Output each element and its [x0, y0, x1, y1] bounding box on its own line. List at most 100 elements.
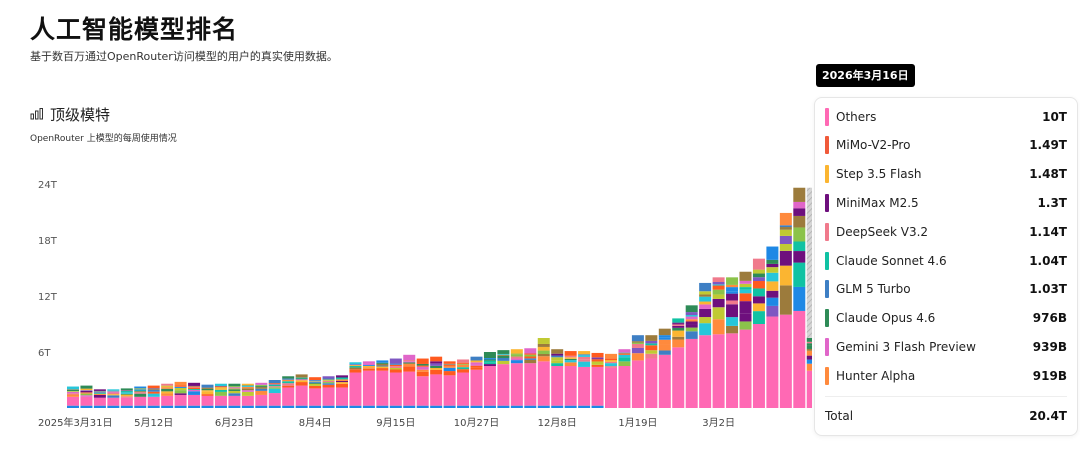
bar-stack[interactable] [80, 385, 93, 408]
bar-segment [699, 282, 712, 292]
bar-stack[interactable] [241, 383, 254, 408]
bar-segment-others [739, 329, 752, 408]
bar-stack[interactable] [685, 305, 698, 408]
bar-stack[interactable] [309, 377, 322, 408]
bar-segment [443, 405, 456, 408]
bar-stack[interactable] [255, 382, 268, 408]
bar-stack[interactable] [766, 246, 779, 408]
bar-stack[interactable] [739, 271, 752, 408]
bar-stack[interactable] [295, 374, 308, 408]
bar-stack[interactable] [336, 375, 348, 408]
bar-stack[interactable] [376, 360, 389, 408]
bar-segment [134, 392, 147, 394]
bar-stack[interactable] [457, 359, 470, 408]
bar-segment [80, 392, 93, 394]
bar-segment [107, 392, 120, 395]
bar-stack[interactable] [699, 282, 712, 408]
bar-stack[interactable] [631, 335, 644, 408]
bar-stack[interactable] [726, 277, 739, 408]
bar-stack[interactable] [161, 383, 174, 408]
tooltip-total-label: Total [825, 409, 854, 423]
bar-stack[interactable] [591, 352, 604, 408]
tooltip-date-badge: 2026年3月16日 [816, 64, 915, 87]
bar-segment-others [618, 366, 631, 408]
bar-segment-others [712, 334, 725, 408]
bar-segment [497, 350, 510, 354]
bar-segment-others [147, 396, 160, 406]
bar-segment [685, 312, 698, 316]
bar-stack[interactable] [712, 277, 725, 408]
bar-segment [309, 381, 322, 383]
bar-segment [67, 391, 79, 392]
bar-segment [779, 227, 792, 230]
bar-segment [80, 405, 93, 408]
bar-segment [631, 341, 644, 343]
bar-segment-others [551, 366, 564, 406]
tooltip-total-value: 20.4T [1029, 409, 1067, 423]
bar-stack[interactable] [510, 349, 523, 408]
bar-segment [551, 353, 564, 356]
bar-stack[interactable] [524, 348, 537, 408]
bar-stack[interactable] [806, 187, 812, 408]
bar-stack[interactable] [389, 358, 402, 408]
bar-stack[interactable] [483, 352, 496, 408]
bar-stack[interactable] [268, 380, 281, 408]
bar-stack[interactable] [201, 384, 214, 408]
bar-stack[interactable] [120, 388, 133, 408]
bar-stack[interactable] [537, 338, 550, 408]
bar-stack[interactable] [174, 381, 187, 408]
bar-segment [470, 364, 483, 366]
bar-stack[interactable] [188, 382, 201, 408]
bar-segment-others [699, 335, 712, 408]
bar-stack[interactable] [605, 353, 617, 408]
bar-stack[interactable] [107, 389, 120, 408]
bar-segment [739, 271, 752, 281]
bar-stack[interactable] [793, 187, 806, 408]
bar-stack[interactable] [228, 383, 241, 408]
bar-stack[interactable] [67, 386, 79, 408]
bar-stack[interactable] [497, 350, 510, 408]
bar-segment [470, 367, 483, 370]
bar-segment-others [510, 363, 523, 406]
bar-stack[interactable] [779, 212, 792, 408]
bar-stack[interactable] [214, 383, 227, 408]
bar-segment [752, 273, 765, 278]
bar-stack[interactable] [578, 351, 591, 408]
bar-segment [699, 291, 712, 295]
bar-segment [631, 342, 644, 344]
bar-stack[interactable] [645, 335, 658, 408]
bar-stack[interactable] [551, 349, 564, 408]
bar-stack[interactable] [672, 318, 685, 408]
bar-segment [618, 354, 631, 358]
bar-stack[interactable] [282, 376, 295, 408]
bar-stack[interactable] [752, 258, 765, 408]
bar-segment-others [672, 347, 685, 408]
bar-segment [578, 351, 591, 355]
bar-stack[interactable] [147, 385, 160, 408]
bar-stack[interactable] [134, 386, 147, 408]
bar-stack[interactable] [430, 356, 443, 408]
bar-stack[interactable] [564, 351, 577, 408]
bar-segment [268, 384, 281, 387]
bar-stack[interactable] [322, 376, 335, 408]
bar-segment [120, 388, 133, 391]
bar-segment [766, 281, 779, 291]
bar-segment [67, 391, 79, 394]
bar-stack[interactable] [403, 354, 416, 408]
bar-segment [726, 300, 739, 305]
bar-segment-others [201, 395, 214, 406]
bar-stack[interactable] [362, 361, 375, 408]
bar-stack[interactable] [618, 349, 631, 408]
bar-segment [309, 383, 322, 386]
bar-segment [430, 356, 443, 362]
bar-stack[interactable] [658, 328, 671, 408]
bar-stack[interactable] [416, 358, 429, 408]
bar-stack[interactable] [93, 389, 106, 408]
bar-segment [295, 405, 308, 408]
bar-segment-others [537, 361, 550, 406]
bar-segment [322, 405, 335, 408]
bar-segment [67, 389, 79, 390]
bar-stack[interactable] [349, 362, 362, 408]
bar-stack[interactable] [470, 356, 483, 408]
bar-stack[interactable] [443, 361, 456, 408]
